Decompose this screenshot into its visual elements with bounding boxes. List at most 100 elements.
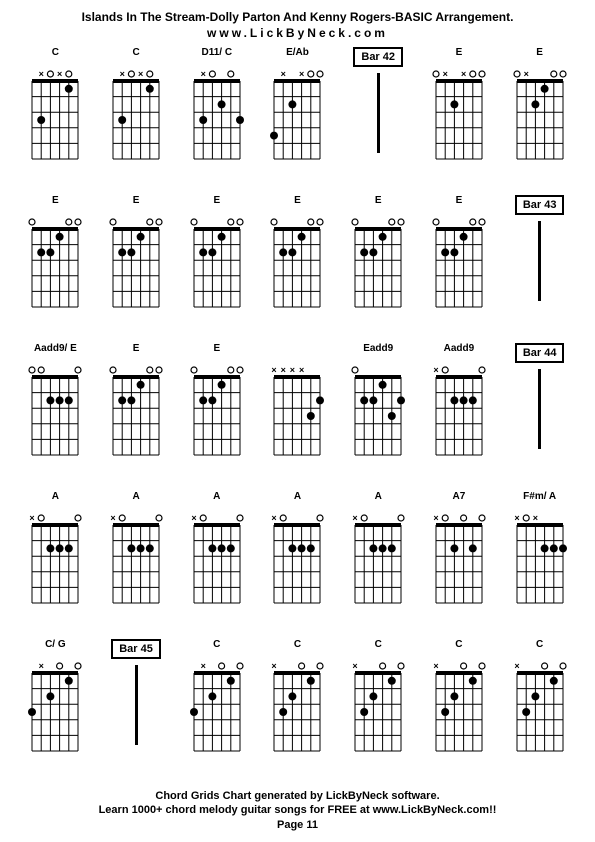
chord-label: A (294, 491, 301, 505)
svg-text:×: × (299, 365, 304, 375)
chord-diagram: × (24, 507, 86, 612)
chord-diagram (428, 211, 490, 316)
chord-cell: A7 × (422, 491, 497, 635)
svg-text:×: × (523, 69, 528, 79)
svg-text:×: × (433, 661, 438, 671)
svg-text:×: × (532, 513, 537, 523)
bar-line (538, 221, 541, 301)
bar-marker: Bar 43 (502, 195, 577, 339)
chord-diagram: × (186, 655, 248, 760)
svg-text:×: × (200, 661, 205, 671)
chord-label: C/ G (45, 639, 66, 653)
chord-label: E (133, 195, 140, 209)
svg-text:×: × (272, 661, 277, 671)
bar-line (377, 73, 380, 153)
bar-line (538, 369, 541, 449)
svg-text:×: × (290, 365, 295, 375)
svg-text:×: × (39, 69, 44, 79)
chord-cell: E/Ab×× (260, 47, 335, 191)
svg-text:×: × (272, 365, 277, 375)
bar-marker: Bar 42 (341, 47, 416, 191)
svg-text:×: × (514, 513, 519, 523)
bar-label: Bar 43 (515, 195, 565, 215)
svg-text:×: × (353, 513, 358, 523)
chord-diagram (105, 211, 167, 316)
chord-cell: A× (260, 491, 335, 635)
page: Islands In The Stream-Dolly Parton And K… (0, 0, 595, 842)
bar-label: Bar 42 (353, 47, 403, 67)
chord-cell: A× (18, 491, 93, 635)
chord-cell: C×× (99, 47, 174, 191)
bar-label: Bar 44 (515, 343, 565, 363)
chord-label: C (213, 639, 220, 653)
chord-cell: E (179, 195, 254, 339)
chord-label: D11/ C (201, 47, 232, 61)
chord-diagram: × (428, 507, 490, 612)
chord-label: C (294, 639, 301, 653)
chord-cell: C× (422, 639, 497, 783)
svg-text:×: × (30, 513, 35, 523)
chord-cell: E (99, 195, 174, 339)
chord-label: A (132, 491, 139, 505)
svg-text:×: × (39, 661, 44, 671)
chord-diagram (266, 211, 328, 316)
footer-line1: Chord Grids Chart generated by LickByNec… (18, 789, 577, 803)
svg-text:×: × (353, 661, 358, 671)
chord-cell: Aadd9/ E (18, 343, 93, 487)
chord-diagram (347, 211, 409, 316)
chord-diagram: × (347, 655, 409, 760)
chord-label: E (456, 47, 463, 61)
svg-text:×: × (514, 661, 519, 671)
chord-cell: Eadd9 (341, 343, 416, 487)
chord-diagram: × (24, 655, 86, 760)
chord-diagram: × (509, 63, 571, 168)
chord-diagram (24, 211, 86, 316)
chord-cell: E (341, 195, 416, 339)
chord-diagram: × (266, 507, 328, 612)
chord-cell: Aadd9× (422, 343, 497, 487)
chord-cell: D11/ C× (179, 47, 254, 191)
chord-cell: F#m/ A×× (502, 491, 577, 635)
chord-cell: C× (502, 639, 577, 783)
chord-diagram (347, 359, 409, 464)
svg-text:×: × (433, 513, 438, 523)
chord-label: E (213, 195, 220, 209)
svg-text:×: × (57, 69, 62, 79)
chord-label: E (456, 195, 463, 209)
svg-text:×: × (138, 69, 143, 79)
chord-cell: A× (341, 491, 416, 635)
chord-diagram: ×× (24, 63, 86, 168)
footer-line2: Learn 1000+ chord melody guitar songs fo… (18, 803, 577, 817)
chord-label: Aadd9/ E (34, 343, 77, 357)
chord-label: E (213, 343, 220, 357)
footer: Chord Grids Chart generated by LickByNec… (18, 789, 577, 832)
svg-text:×: × (191, 513, 196, 523)
chord-label: E (52, 195, 59, 209)
chord-diagram: × (509, 655, 571, 760)
chord-label: A7 (453, 491, 466, 505)
svg-text:×: × (120, 69, 125, 79)
svg-text:×: × (281, 69, 286, 79)
chord-diagram: × (105, 507, 167, 612)
chord-diagram: ×× (266, 63, 328, 168)
chord-diagram: ×× (509, 507, 571, 612)
chord-label: E (294, 195, 301, 209)
chord-label: E (375, 195, 382, 209)
svg-text:×: × (433, 365, 438, 375)
chord-cell: E (260, 195, 335, 339)
url: www.LickByNeck.com (18, 26, 577, 42)
svg-text:×: × (299, 69, 304, 79)
chord-diagram: × (266, 655, 328, 760)
chord-diagram (186, 359, 248, 464)
footer-page: Page 11 (18, 818, 577, 832)
chord-diagram: × (186, 507, 248, 612)
title: Islands In The Stream-Dolly Parton And K… (18, 10, 577, 26)
chord-label: A (213, 491, 220, 505)
chord-cell: ×××× (260, 343, 335, 487)
chord-diagram: × (428, 359, 490, 464)
chord-diagram: × (347, 507, 409, 612)
chord-label: A (52, 491, 59, 505)
chord-label: F#m/ A (523, 491, 556, 505)
chord-cell: C× (179, 639, 254, 783)
chord-label: C (375, 639, 382, 653)
